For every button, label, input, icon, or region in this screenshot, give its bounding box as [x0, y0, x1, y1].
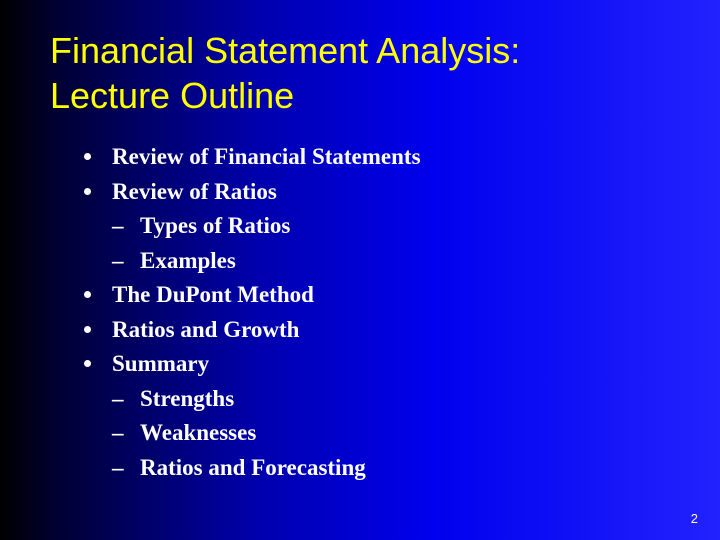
bullet-text: Ratios and Forecasting: [140, 455, 366, 480]
slide-title: Financial Statement Analysis: Lecture Ou…: [50, 28, 670, 118]
list-item: Review of Ratios Types of Ratios Example…: [84, 175, 670, 279]
bullet-text: Summary: [112, 351, 209, 376]
list-item: Weaknesses: [112, 416, 670, 451]
slide: Financial Statement Analysis: Lecture Ou…: [0, 0, 720, 540]
list-item: The DuPont Method: [84, 278, 670, 313]
list-item: Types of Ratios: [112, 209, 670, 244]
bullet-text: The DuPont Method: [112, 282, 314, 307]
sub-list: Strengths Weaknesses Ratios and Forecast…: [112, 382, 670, 486]
title-line-2: Lecture Outline: [50, 75, 294, 116]
bullet-text: Review of Ratios: [112, 179, 277, 204]
list-item: Summary Strengths Weaknesses Ratios and …: [84, 347, 670, 485]
bullet-text: Examples: [140, 248, 236, 273]
bullet-text: Strengths: [140, 386, 234, 411]
list-item: Ratios and Growth: [84, 313, 670, 348]
list-item: Strengths: [112, 382, 670, 417]
bullet-text: Review of Financial Statements: [112, 144, 421, 169]
title-line-1: Financial Statement Analysis:: [50, 30, 520, 71]
page-number: 2: [691, 511, 698, 526]
sub-list: Types of Ratios Examples: [112, 209, 670, 278]
bullet-text: Weaknesses: [140, 420, 256, 445]
list-item: Review of Financial Statements: [84, 140, 670, 175]
slide-content: Review of Financial Statements Review of…: [50, 140, 670, 485]
bullet-list: Review of Financial Statements Review of…: [84, 140, 670, 485]
bullet-text: Ratios and Growth: [112, 317, 299, 342]
list-item: Ratios and Forecasting: [112, 451, 670, 486]
list-item: Examples: [112, 244, 670, 279]
bullet-text: Types of Ratios: [140, 213, 290, 238]
